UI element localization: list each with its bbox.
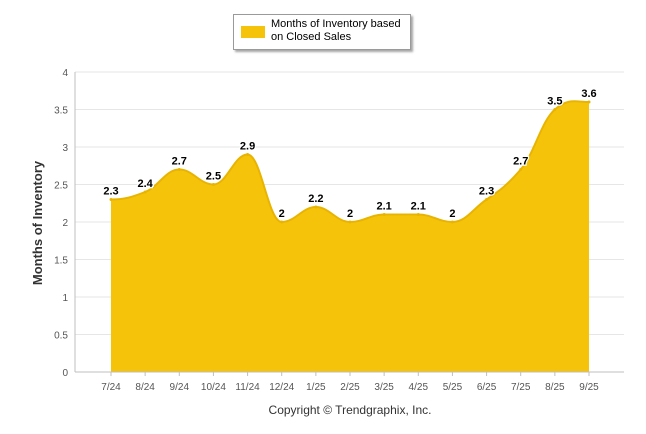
series-area [111, 101, 589, 373]
data-labels: 2.3 2.4 2.7 2.5 2.9 2 2.2 2 2.1 2.1 2 2.3 2.7 3.5 3.6 [102, 87, 598, 222]
y-tick-labels: 0 0.5 1 1.5 2 2.5 3 3.5 4 [54, 68, 68, 379]
x-tick-label: 9/25 [579, 382, 599, 393]
x-tick-labels: 7/24 8/24 9/24 10/24 11/24 12/24 1/25 2/25 3/25 4… [101, 372, 599, 393]
data-label: 2.3 [103, 186, 118, 198]
series-area-group [109, 100, 591, 373]
data-label: 2 [347, 208, 353, 220]
data-point[interactable] [485, 198, 489, 201]
data-point[interactable] [382, 213, 386, 216]
data-label: 2.4 [137, 178, 153, 190]
data-label: 2.9 [240, 141, 255, 153]
y-tick-label: 2.5 [54, 181, 68, 192]
data-label: 2.1 [411, 201, 426, 213]
y-tick-label: 1 [62, 293, 68, 304]
data-label: 3.6 [581, 88, 596, 100]
data-point[interactable] [553, 108, 557, 111]
data-point[interactable] [109, 198, 113, 201]
data-point[interactable] [519, 168, 523, 171]
data-point[interactable] [246, 153, 250, 156]
y-tick-label: 1.5 [54, 256, 68, 267]
data-label: 2.7 [513, 156, 528, 168]
legend-swatch [241, 26, 265, 38]
data-label: 2.2 [308, 193, 323, 205]
data-point[interactable] [314, 205, 318, 209]
data-point[interactable] [348, 220, 352, 224]
x-tick-label: 7/24 [101, 382, 121, 393]
x-tick-label: 7/25 [511, 382, 531, 393]
y-tick-label: 0 [62, 368, 68, 379]
y-axis-title: Months of Inventory [30, 160, 45, 285]
legend[interactable]: Months of Inventory based on Closed Sale… [233, 14, 411, 50]
data-label: 2.7 [172, 156, 187, 168]
data-point[interactable] [177, 168, 181, 171]
x-tick-label: 9/24 [170, 382, 190, 393]
x-tick-label: 11/24 [235, 382, 260, 393]
y-tick-label: 4 [62, 68, 68, 79]
x-tick-label: 2/25 [340, 382, 360, 393]
data-label: 2.5 [206, 171, 221, 183]
y-tick-label: 2 [62, 218, 68, 229]
legend-label: Months of Inventory based on Closed Sale… [271, 18, 401, 43]
x-tick-label: 3/25 [374, 382, 394, 393]
data-label: 3.5 [547, 96, 562, 108]
data-point[interactable] [450, 220, 454, 224]
data-point[interactable] [211, 183, 215, 186]
x-tick-label: 8/24 [135, 382, 155, 393]
x-tick-label: 1/25 [306, 382, 326, 393]
x-tick-label: 6/25 [477, 382, 497, 393]
data-point[interactable] [280, 220, 284, 224]
data-label: 2 [449, 208, 455, 220]
y-tick-label: 3 [62, 143, 68, 154]
data-point[interactable] [587, 100, 591, 104]
x-tick-label: 12/24 [269, 382, 294, 393]
data-label: 2 [279, 208, 285, 220]
data-point[interactable] [143, 190, 147, 194]
data-label: 2.1 [376, 201, 391, 213]
x-tick-label: 5/25 [443, 382, 463, 393]
y-tick-label: 3.5 [54, 106, 68, 117]
data-label: 2.3 [479, 186, 494, 198]
copyright-text: Copyright © Trendgraphix, Inc. [268, 403, 432, 417]
data-point[interactable] [416, 213, 420, 216]
x-tick-label: 8/25 [545, 382, 565, 393]
x-tick-label: 10/24 [201, 382, 226, 393]
y-tick-label: 0.5 [54, 331, 68, 342]
x-tick-label: 4/25 [409, 382, 429, 393]
